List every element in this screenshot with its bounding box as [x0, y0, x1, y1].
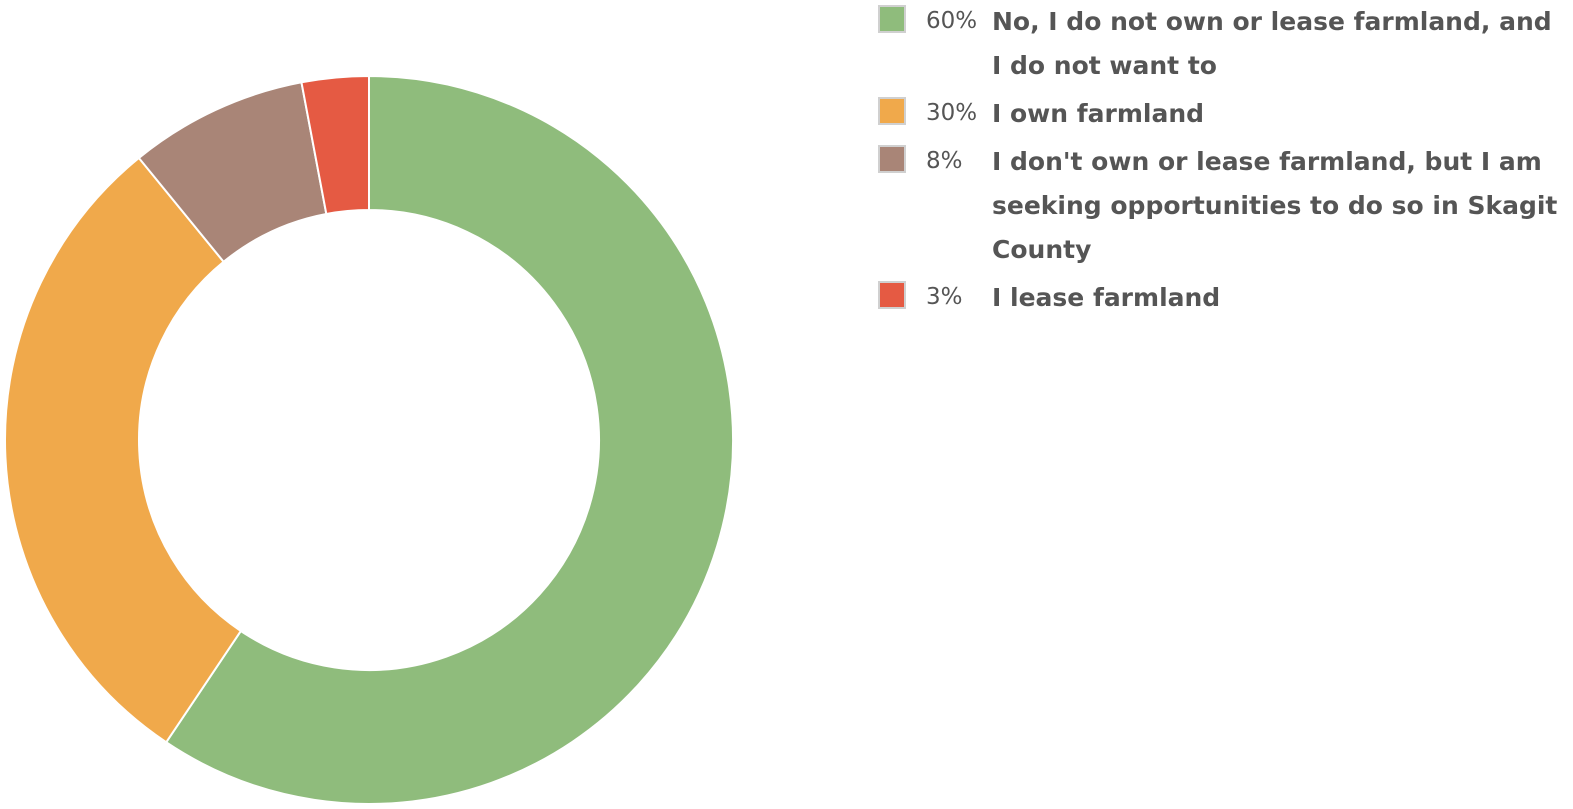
legend: 60% No, I do not own or lease farmland, a…	[878, 0, 1568, 324]
legend-swatch	[878, 145, 906, 173]
donut-segment	[164, 74, 734, 805]
legend-item: 3% I lease farmland	[878, 276, 1568, 320]
legend-label: No, I do not own or lease farmland, and …	[992, 7, 1552, 80]
donut-segment	[300, 74, 370, 216]
donut-chart	[4, 74, 734, 805]
legend-item: 30% I own farmland	[878, 92, 1568, 136]
legend-swatch	[878, 281, 906, 309]
legend-percent: 8%	[926, 148, 963, 174]
legend-item: 8% I don't own or lease farmland, but I a…	[878, 140, 1568, 272]
legend-percent: 60%	[926, 8, 978, 34]
legend-swatch	[878, 97, 906, 125]
legend-item: 60% No, I do not own or lease farmland, a…	[878, 0, 1568, 88]
legend-label: I own farmland	[992, 99, 1205, 128]
legend-percent: 30%	[926, 100, 978, 126]
legend-label: I don't own or lease farmland, but I am …	[992, 147, 1558, 264]
legend-percent: 3%	[926, 284, 963, 310]
legend-swatch	[878, 5, 906, 33]
donut-segment	[4, 156, 243, 744]
legend-label: I lease farmland	[992, 283, 1221, 312]
